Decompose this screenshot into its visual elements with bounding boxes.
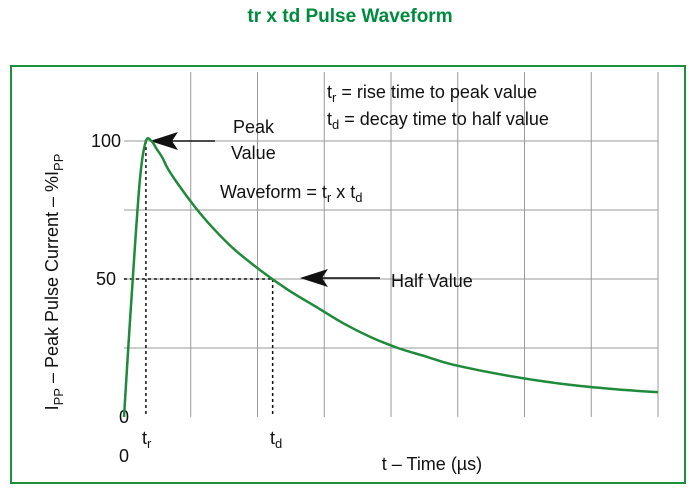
chart-frame	[10, 65, 686, 484]
y-tick-label-0: 0	[119, 407, 129, 427]
y-tick-label-50: 50	[96, 269, 116, 289]
half-value-arrow	[300, 269, 380, 287]
annotation-waveform: Waveform = tr x td	[220, 182, 362, 205]
annotation-peak-line2: Value	[231, 143, 276, 163]
chart-marks	[122, 136, 659, 418]
chart-title: tr x td Pulse Waveform	[247, 6, 453, 27]
legend-td: td = decay time to half value	[327, 109, 549, 132]
x-tick-label-origin: 0	[119, 446, 129, 466]
y-axis-label: IPP – Peak Pulse Current – %IPP	[42, 154, 66, 411]
legend-tr: tr = rise time to peak value	[327, 82, 537, 105]
x-tick-label-td: td	[270, 428, 282, 451]
y-tick-label-100: 100	[91, 131, 121, 151]
annotation-peak-line1: Peak	[233, 117, 275, 137]
x-tick-label-tr: tr	[142, 428, 152, 451]
annotation-half-value: Half Value	[391, 271, 473, 291]
x-axis-label: t – Time (µs)	[382, 454, 482, 474]
waveform-series-line	[122, 136, 659, 418]
peak-arrow	[150, 132, 215, 150]
grid-lines	[124, 72, 659, 417]
